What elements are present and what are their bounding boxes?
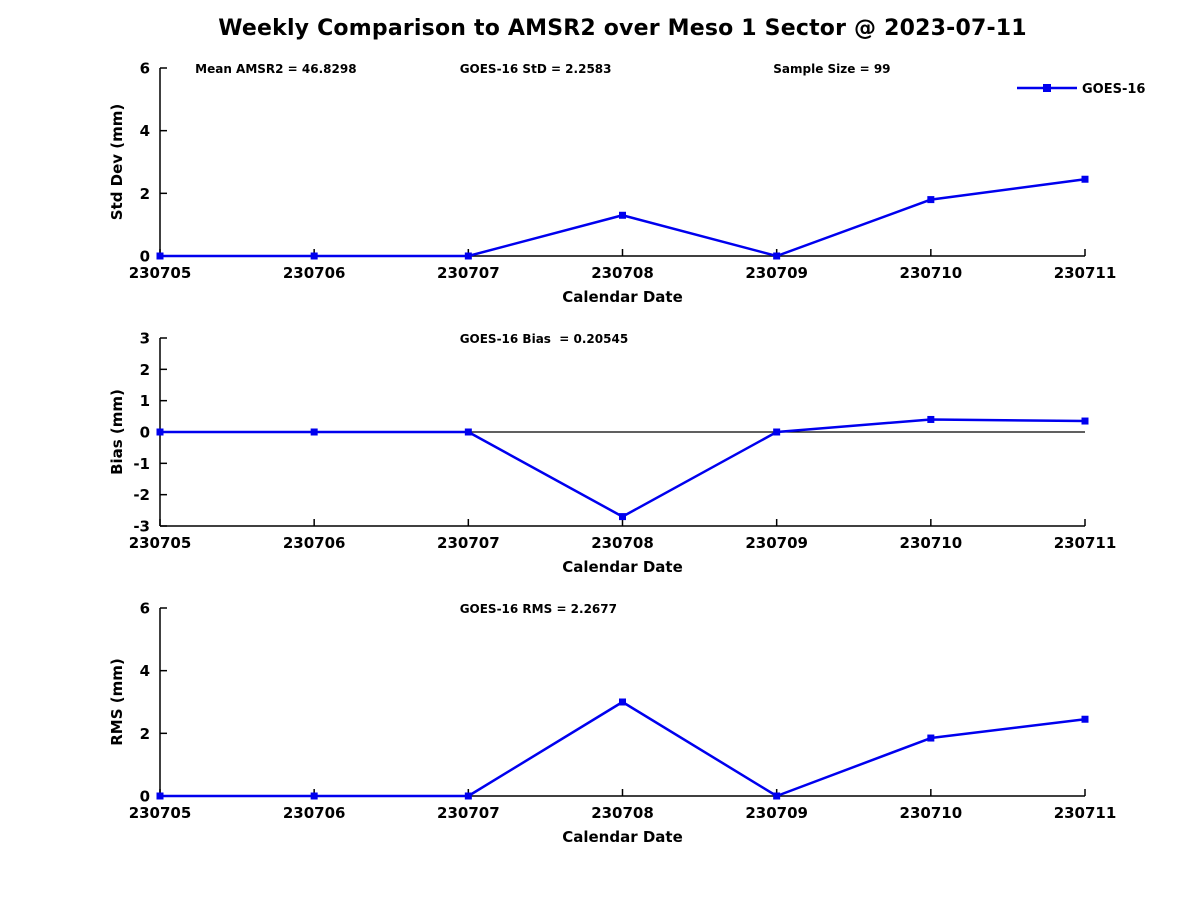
x-tick-label: 230711: [1054, 804, 1117, 822]
data-point-marker: [773, 792, 781, 800]
x-tick-label: 230705: [129, 534, 192, 552]
x-tick-label: 230705: [129, 264, 192, 282]
data-point-marker: [1081, 175, 1089, 183]
data-point-marker: [464, 792, 472, 800]
x-tick-label: 230708: [591, 804, 654, 822]
x-axis-title: Calendar Date: [562, 288, 683, 306]
x-tick-label: 230711: [1054, 534, 1117, 552]
data-point-marker: [310, 428, 318, 436]
figure-title: Weekly Comparison to AMSR2 over Meso 1 S…: [218, 16, 1027, 41]
y-tick-label: 1: [140, 392, 150, 410]
y-tick-label: 3: [140, 330, 150, 348]
x-tick-label: 230707: [437, 264, 500, 282]
x-tick-label: 230707: [437, 804, 500, 822]
legend-label: GOES-16: [1082, 82, 1145, 97]
data-point-marker: [619, 211, 626, 219]
y-axis-title: RMS (mm): [108, 658, 126, 745]
data-point-marker: [773, 252, 781, 260]
x-tick-label: 230711: [1054, 264, 1117, 282]
data-point-marker: [464, 428, 472, 436]
data-point-marker: [927, 734, 935, 742]
data-point-marker: [927, 415, 935, 423]
y-tick-label: 2: [140, 185, 150, 203]
x-tick-label: 230706: [283, 534, 346, 552]
x-tick-label: 230710: [900, 804, 963, 822]
data-point-marker: [619, 698, 626, 706]
data-point-marker: [156, 252, 164, 260]
y-tick-label: 0: [140, 788, 150, 806]
y-tick-label: 0: [140, 424, 150, 442]
y-axis-title: Std Dev (mm): [108, 104, 126, 221]
y-tick-label: 0: [140, 248, 150, 266]
data-point-marker: [773, 428, 781, 436]
annotation-text: GOES-16 Bias = 0.20545: [460, 332, 629, 346]
series-line: [160, 700, 1086, 798]
data-point-marker: [310, 792, 318, 800]
x-tick-label: 230708: [591, 534, 654, 552]
annotation-text: Sample Size = 99: [773, 62, 890, 76]
data-point-marker: [619, 513, 626, 521]
y-tick-label: 2: [140, 361, 150, 379]
y-tick-label: 4: [140, 662, 150, 680]
y-tick-label: 6: [140, 600, 150, 618]
annotation-text: GOES-16 RMS = 2.2677: [460, 602, 617, 616]
x-tick-label: 230709: [745, 804, 808, 822]
data-point-marker: [310, 252, 318, 260]
data-point-marker: [156, 428, 164, 436]
data-point-marker: [1081, 715, 1089, 723]
data-point-marker: [927, 196, 935, 204]
x-axis-title: Calendar Date: [562, 558, 683, 576]
x-axis-title: Calendar Date: [562, 828, 683, 846]
annotation-text: Mean AMSR2 = 46.8298: [195, 62, 356, 76]
x-tick-label: 230710: [900, 534, 963, 552]
y-tick-label: 2: [140, 725, 150, 743]
data-point-marker: [1081, 417, 1089, 425]
std-dev-chart: 0 2 4 6 230705 230706 230707 230708 230709 230710…: [108, 60, 1145, 307]
x-tick-label: 230709: [745, 534, 808, 552]
x-tick-label: 230707: [437, 534, 500, 552]
y-tick-label: -3: [133, 518, 150, 536]
annotation-text: GOES-16 StD = 2.2583: [460, 62, 612, 76]
x-tick-label: 230709: [745, 264, 808, 282]
x-tick-label: 230705: [129, 804, 192, 822]
rms-chart: 0 2 4 6 230705 230706 230707 230708 230709 230710…: [108, 600, 1117, 847]
data-point-marker: [156, 792, 164, 800]
y-tick-label: -2: [133, 486, 150, 504]
y-tick-label: 4: [140, 122, 150, 140]
x-tick-label: 230708: [591, 264, 654, 282]
y-tick-label: -1: [133, 455, 150, 473]
x-tick-label: 230706: [283, 264, 346, 282]
y-tick-label: 6: [140, 60, 150, 78]
series-line: [160, 418, 1086, 518]
x-tick-label: 230710: [900, 264, 963, 282]
y-axis-title: Bias (mm): [108, 389, 126, 475]
x-tick-label: 230706: [283, 804, 346, 822]
data-point-marker: [464, 252, 472, 260]
legend-marker: [1043, 84, 1051, 92]
